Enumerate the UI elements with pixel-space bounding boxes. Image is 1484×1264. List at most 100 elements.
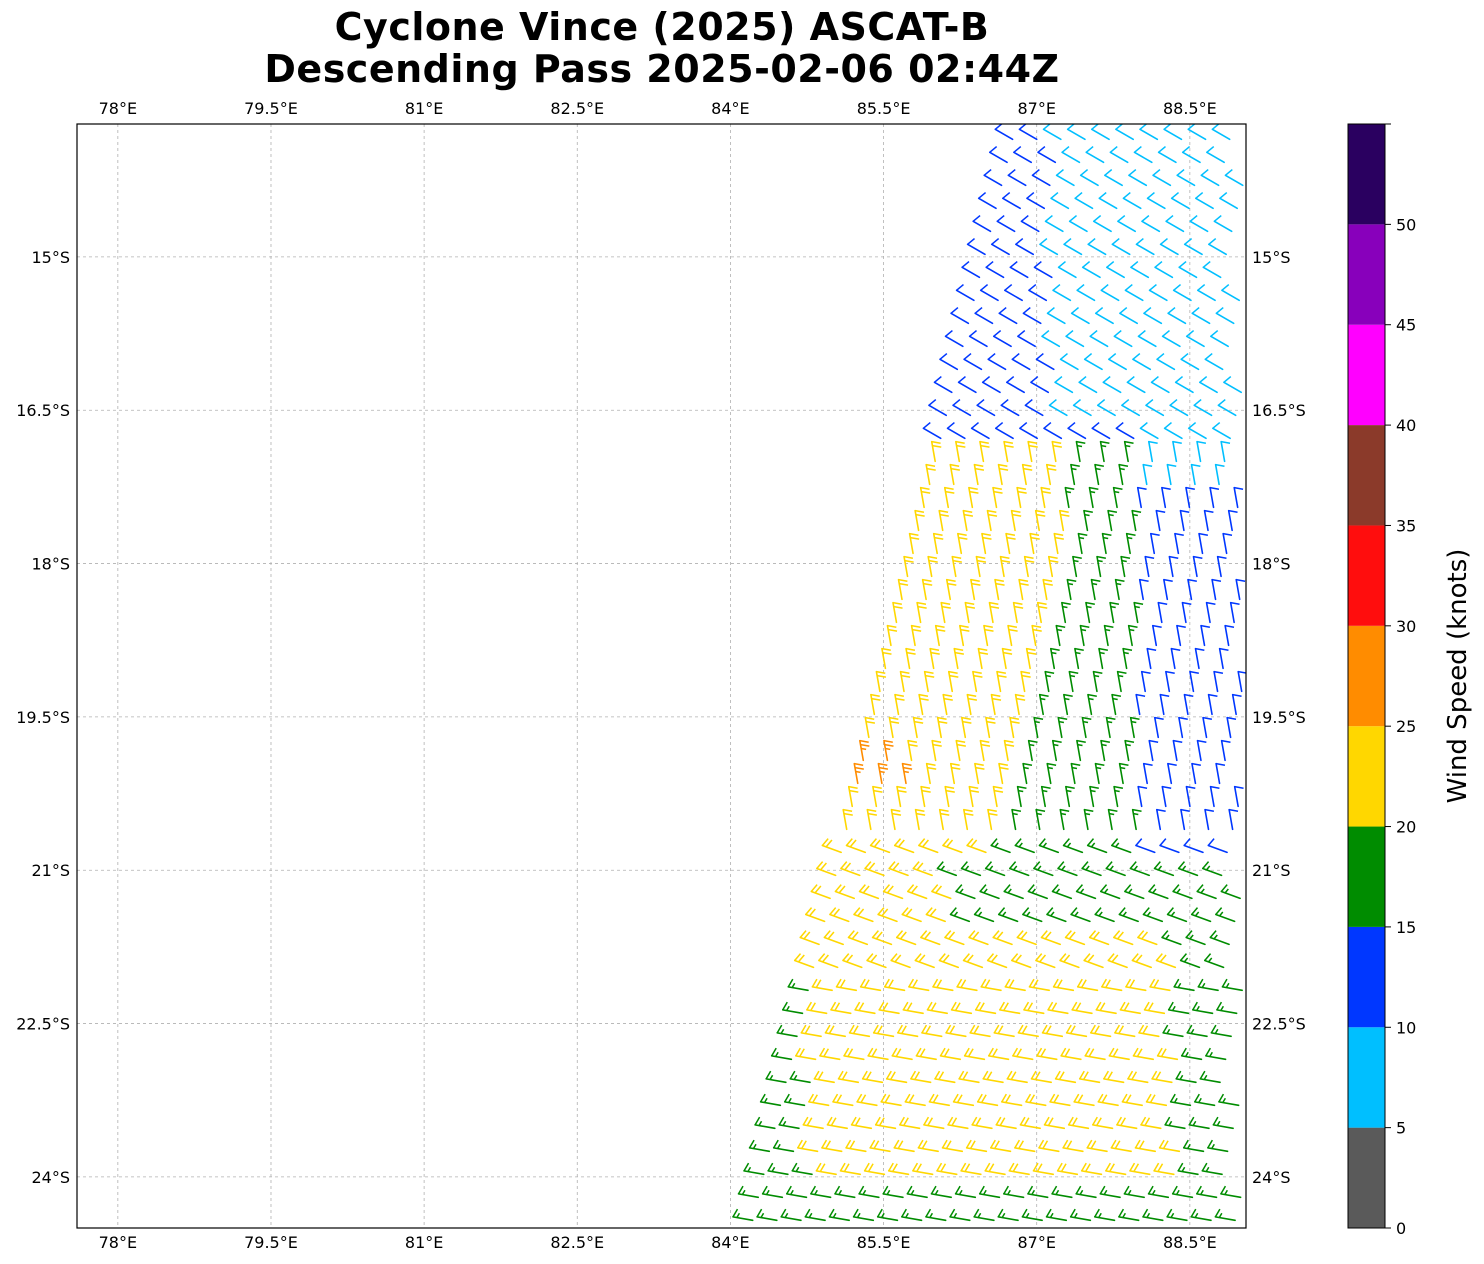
wind-barb [922,421,942,440]
wind-barb [1198,375,1218,394]
wind-barb [883,978,906,992]
wind-barb [1174,375,1194,394]
wind-barb [1152,168,1172,187]
wind-barb [1215,762,1226,785]
wind-barb [1059,808,1070,831]
wind-barb [942,838,963,854]
wind-barb [1116,670,1127,693]
wind-barb [1033,861,1054,877]
wind-barb [1209,486,1220,509]
wind-barb [938,509,949,532]
wind-barb [1093,1208,1116,1222]
wind-barb [908,978,930,992]
wind-barb [1052,978,1075,992]
wind-barb [1172,884,1193,900]
wind-barb [866,953,887,969]
wind-barb [1074,647,1084,670]
wind-barb [973,1208,995,1222]
y-tick-label-right: 18°S [1252,555,1291,574]
wind-barb [1046,907,1067,923]
wind-barb [994,578,1005,601]
wind-barb [837,1070,860,1084]
wind-barb [1112,486,1123,509]
wind-barb [1108,352,1127,371]
wind-barb [1063,237,1083,256]
y-tick-label-right: 21°S [1252,861,1291,880]
wind-barb [1153,716,1164,739]
wind-barb [1210,329,1229,348]
wind-barb [1168,555,1179,578]
wind-barb [990,838,1011,854]
wind-barb [1174,532,1184,555]
wind-barb [912,861,933,877]
wind-barb [952,398,972,417]
wind-barb [1182,1139,1205,1153]
wind-barb [1028,978,1050,992]
wind-barb [1132,352,1152,371]
wind-barb [861,1070,884,1084]
y-tick-label-left: 21°S [31,861,70,880]
wind-barb [835,978,858,992]
wind-barb [1221,978,1243,992]
wind-barb [1032,1162,1054,1176]
wind-barb [998,762,1009,785]
wind-barb [1207,1139,1229,1153]
wind-barb [1137,930,1158,946]
wind-barb [990,237,1010,256]
wind-barb [985,260,1005,279]
wind-barb [759,1093,782,1107]
wind-barb [1133,601,1144,624]
wind-barb [1065,1024,1088,1038]
wind-barb [1121,398,1140,417]
wind-barb [1068,214,1088,233]
wind-barb [966,693,978,716]
wind-barb [1075,884,1097,900]
colorbar-segment [1348,124,1385,225]
wind-barb [942,693,953,716]
wind-barb [830,1001,852,1015]
wind-barb [1166,463,1177,486]
wind-barb [995,1116,1017,1130]
wind-barb [1166,907,1188,923]
wind-barb [1125,532,1136,555]
wind-barb [974,1001,997,1015]
wind-barb [1010,509,1022,532]
wind-barb [1176,168,1196,187]
wind-barb [1007,624,1018,647]
wind-barb [1109,601,1120,624]
wind-barb [869,838,891,854]
wind-barb [960,861,982,877]
wind-barb [1057,716,1068,739]
colorbar-tick-label: 30 [1396,617,1416,636]
wind-barb [864,716,876,739]
wind-barb [907,739,918,762]
wind-barb [772,1139,795,1153]
x-tick-label-bottom: 78°E [99,1233,137,1252]
wind-barb [926,1001,948,1015]
wind-barb [1036,601,1048,624]
wind-barb [1030,375,1050,394]
wind-barb [1129,861,1150,877]
wind-barb [1084,1047,1106,1061]
wind-barb [1111,693,1122,716]
wind-barb [1155,509,1166,532]
wind-barb [949,463,960,486]
wind-barb [1009,260,1029,279]
wind-barb [1167,1001,1190,1015]
wind-barb [1191,762,1201,785]
wind-barb [1062,838,1084,854]
wind-barb [910,624,922,647]
wind-barb [1136,486,1147,509]
wind-barb [961,260,981,279]
wind-barb [1157,601,1168,624]
wind-barb [1041,1024,1064,1038]
wind-barb [1100,739,1111,762]
wind-barb [853,907,874,923]
wind-barb [1077,532,1088,555]
wind-barb [973,907,995,923]
wind-barb [1177,1162,1199,1176]
wind-barb [1147,440,1158,463]
wind-barb [1185,329,1205,348]
wind-barb [1091,421,1111,440]
wind-barb [1043,1116,1066,1130]
